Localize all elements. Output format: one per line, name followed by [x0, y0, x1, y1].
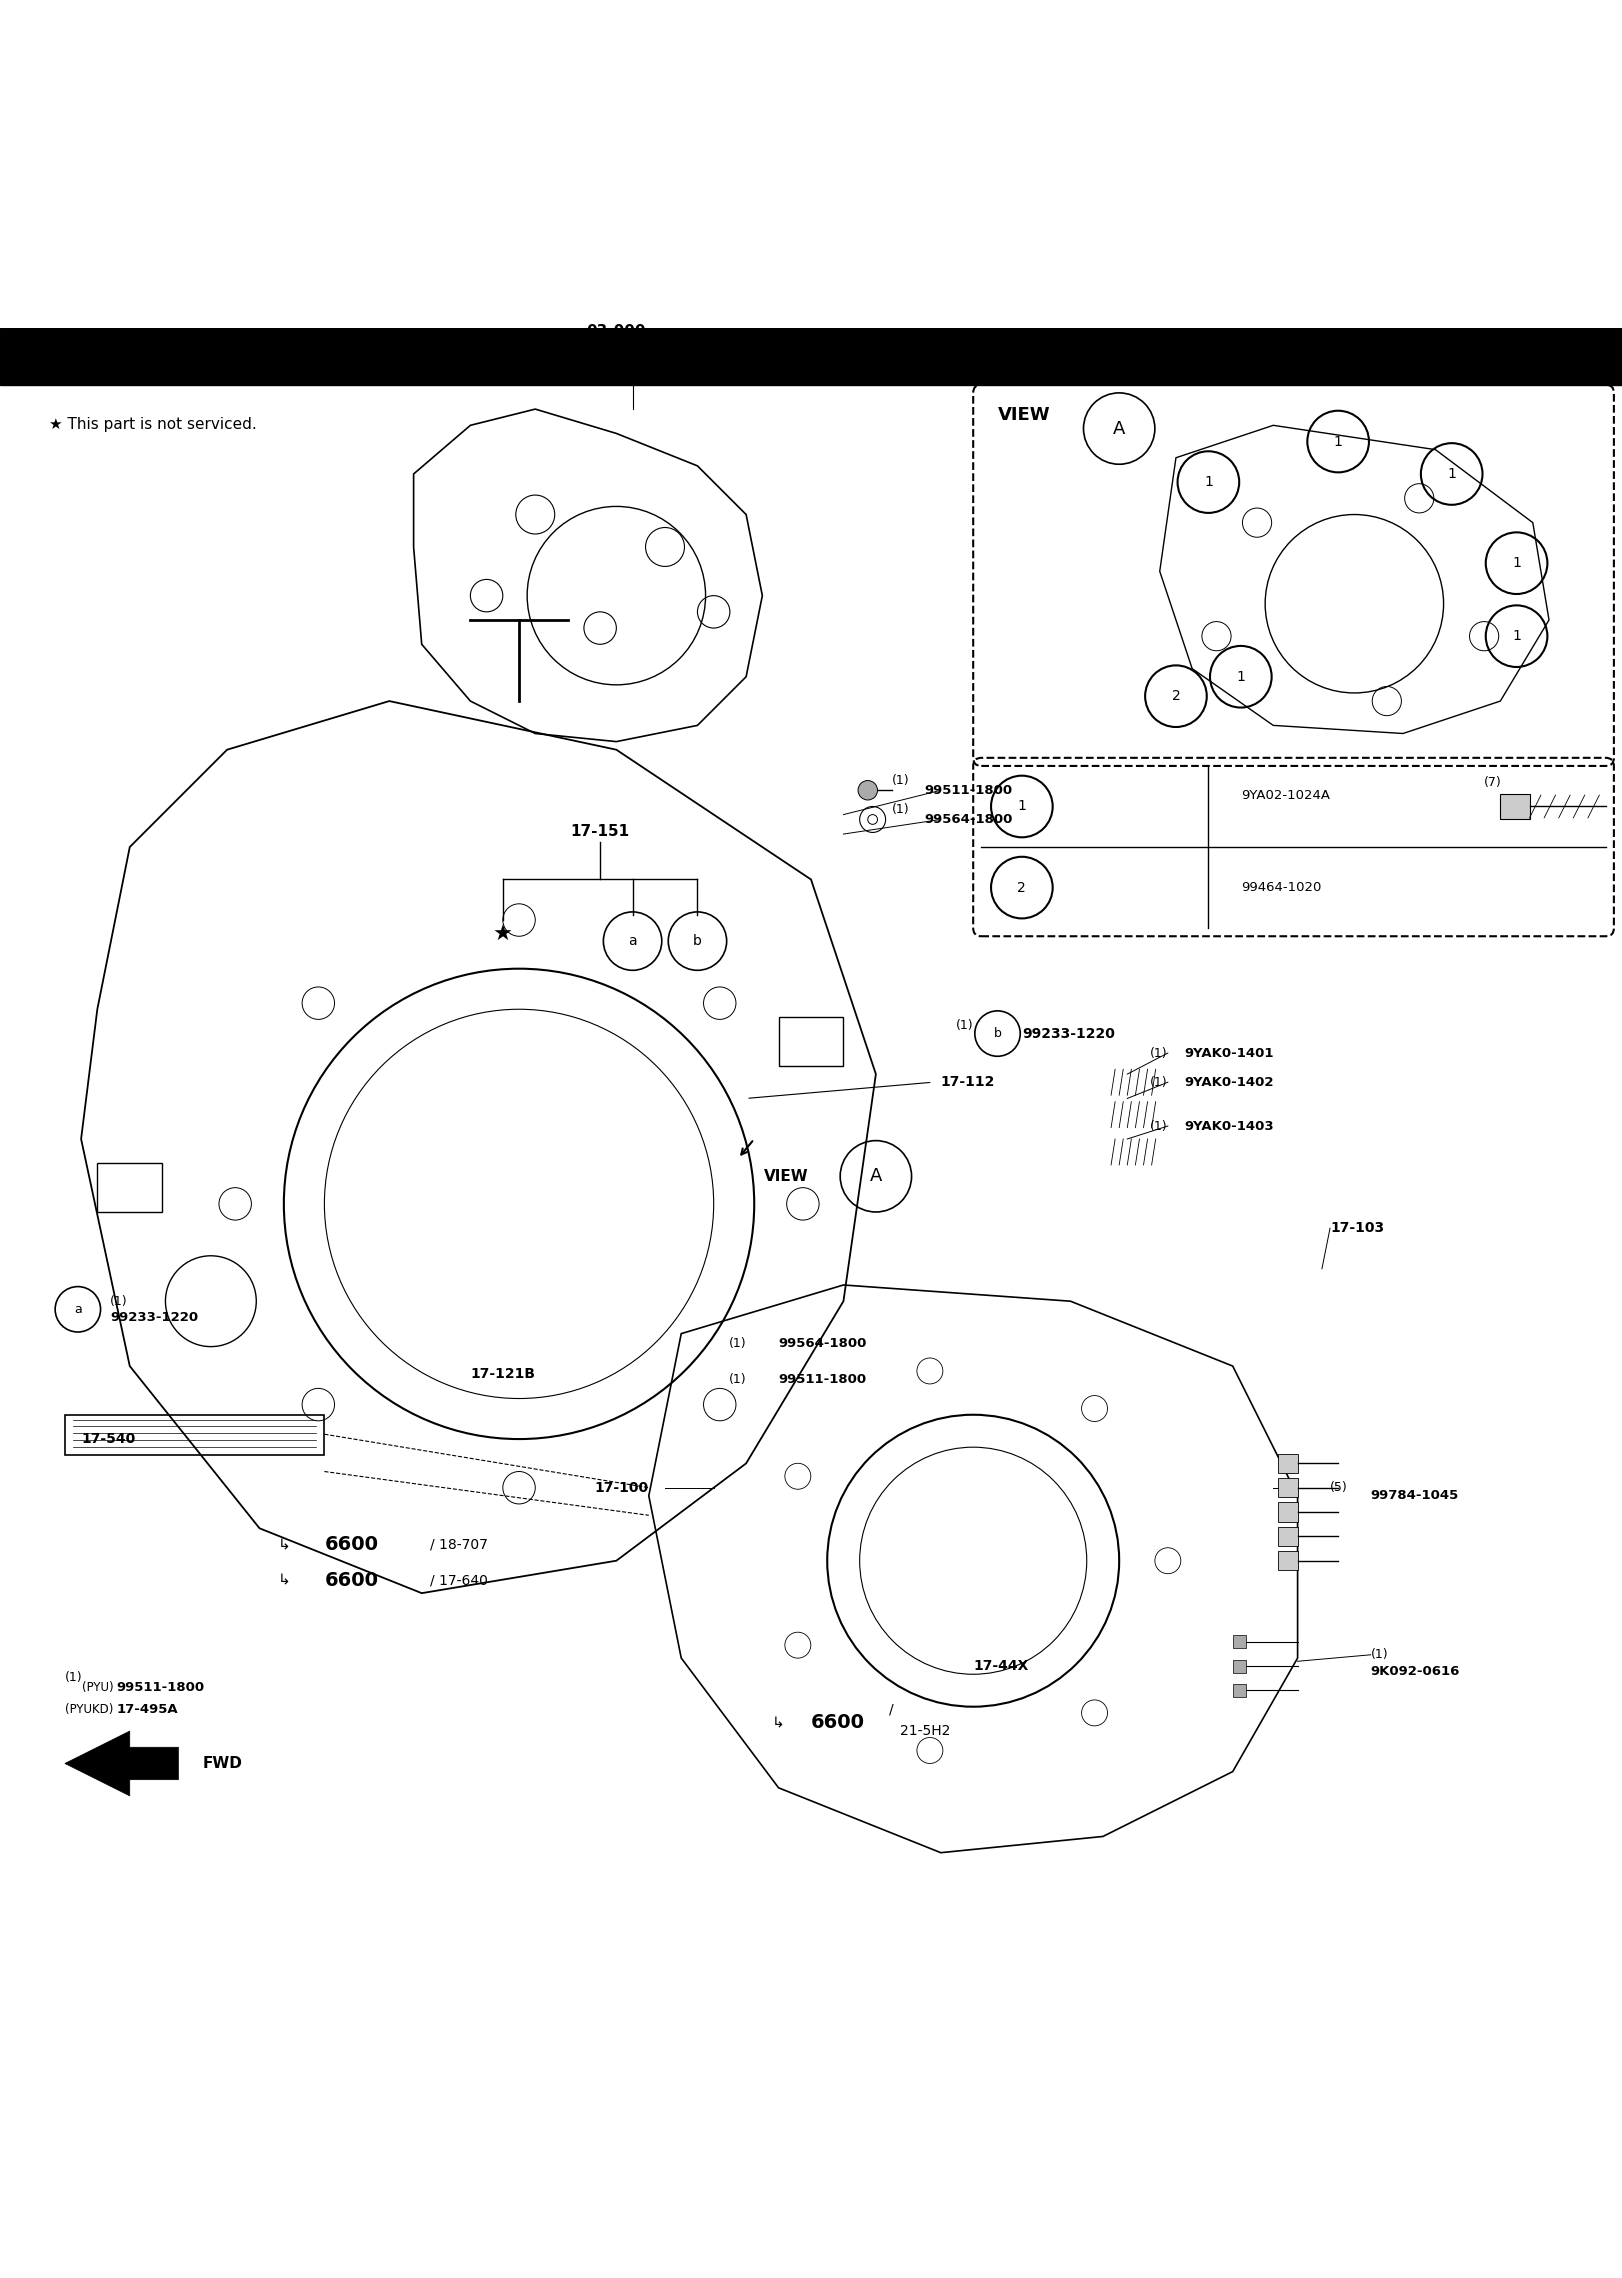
Text: 9K092-0616: 9K092-0616: [1371, 1665, 1460, 1677]
Text: 99233-1220: 99233-1220: [110, 1310, 198, 1324]
Text: FWD: FWD: [203, 1756, 243, 1770]
Text: / 18-707: / 18-707: [430, 1538, 488, 1551]
Bar: [1278, 1526, 1298, 1547]
Text: b: b: [693, 934, 702, 948]
Text: / 17-640: / 17-640: [430, 1574, 488, 1588]
Text: (7): (7): [1484, 777, 1502, 788]
Text: ★: ★: [493, 925, 513, 945]
Text: 9YAK0-1402: 9YAK0-1402: [1184, 1075, 1273, 1089]
Text: a: a: [628, 934, 637, 948]
Text: (1): (1): [892, 804, 910, 816]
Text: VIEW: VIEW: [998, 405, 1049, 424]
Bar: [779, 1018, 843, 1066]
Text: (1): (1): [1150, 1118, 1168, 1132]
Text: 99511-1800: 99511-1800: [925, 784, 1012, 797]
Text: A: A: [1113, 419, 1126, 437]
Text: 6600: 6600: [324, 1535, 378, 1554]
Text: 1: 1: [1512, 629, 1521, 642]
Text: 6600: 6600: [324, 1572, 378, 1590]
Text: (1): (1): [110, 1294, 128, 1308]
Text: ↳: ↳: [772, 1715, 785, 1731]
Text: 17-540: 17-540: [81, 1433, 135, 1447]
Text: 1: 1: [1333, 435, 1343, 449]
Bar: [97, 1164, 162, 1212]
Text: VIEW: VIEW: [764, 1169, 809, 1185]
Text: (1): (1): [1150, 1046, 1168, 1059]
Text: 99233-1220: 99233-1220: [1022, 1027, 1114, 1041]
Circle shape: [858, 781, 878, 800]
Text: (1): (1): [728, 1374, 746, 1385]
Text: b: b: [994, 1027, 1001, 1041]
Bar: [1500, 793, 1530, 820]
Text: 17-100: 17-100: [595, 1481, 649, 1494]
Text: 99511-1800: 99511-1800: [779, 1374, 866, 1385]
Text: 99564-1800: 99564-1800: [779, 1337, 866, 1351]
Text: A: A: [869, 1166, 882, 1185]
Text: 2: 2: [1017, 882, 1027, 895]
Text: ★ This part is not serviced.: ★ This part is not serviced.: [49, 417, 256, 433]
Text: (1): (1): [955, 1018, 973, 1032]
Text: 1: 1: [1236, 670, 1246, 683]
Text: ↳: ↳: [277, 1572, 290, 1588]
Text: 99784-1045: 99784-1045: [1371, 1490, 1458, 1501]
Text: (1): (1): [1150, 1075, 1168, 1089]
Text: 17-44X: 17-44X: [973, 1658, 1028, 1672]
Text: 99511-1800: 99511-1800: [117, 1681, 204, 1695]
Text: /: /: [889, 1704, 894, 1718]
Text: 1: 1: [1017, 800, 1027, 813]
Text: 21-5H2: 21-5H2: [900, 1724, 950, 1738]
Bar: [1278, 1478, 1298, 1497]
Text: (PYUKD): (PYUKD): [65, 1704, 114, 1715]
Text: 1: 1: [1447, 467, 1457, 481]
Bar: [0, 328, 1622, 385]
Text: 17-121B: 17-121B: [470, 1367, 535, 1380]
Text: (PYU): (PYU): [83, 1681, 114, 1695]
Text: 9YA02-1024A: 9YA02-1024A: [1241, 788, 1330, 802]
Text: 9YAK0-1401: 9YAK0-1401: [1184, 1046, 1273, 1059]
Bar: [1233, 1661, 1246, 1672]
Text: 2: 2: [1171, 690, 1181, 704]
Text: 9YAK0-1403: 9YAK0-1403: [1184, 1118, 1273, 1132]
Text: 99564-1800: 99564-1800: [925, 813, 1012, 827]
Text: (1): (1): [1371, 1649, 1388, 1661]
Text: a: a: [75, 1303, 81, 1317]
Polygon shape: [65, 1731, 178, 1795]
Text: (1): (1): [728, 1337, 746, 1351]
Text: 17-103: 17-103: [1330, 1221, 1384, 1235]
Text: 1: 1: [1512, 556, 1521, 570]
Bar: [1233, 1683, 1246, 1697]
Text: (1): (1): [892, 775, 910, 786]
Bar: [1278, 1501, 1298, 1522]
Bar: [1233, 1636, 1246, 1649]
Bar: [1278, 1453, 1298, 1474]
Text: ↳: ↳: [277, 1538, 290, 1551]
Text: (1): (1): [65, 1672, 83, 1683]
Text: (5): (5): [1330, 1481, 1348, 1494]
Text: 17-151: 17-151: [571, 825, 629, 838]
Text: 17-495A: 17-495A: [117, 1704, 178, 1715]
Text: 1: 1: [1204, 476, 1213, 490]
Text: 6600: 6600: [811, 1713, 865, 1734]
Bar: [1278, 1551, 1298, 1570]
Text: 03-000: 03-000: [587, 323, 646, 339]
Text: 17-112: 17-112: [941, 1075, 996, 1089]
Text: 99464-1020: 99464-1020: [1241, 882, 1322, 893]
